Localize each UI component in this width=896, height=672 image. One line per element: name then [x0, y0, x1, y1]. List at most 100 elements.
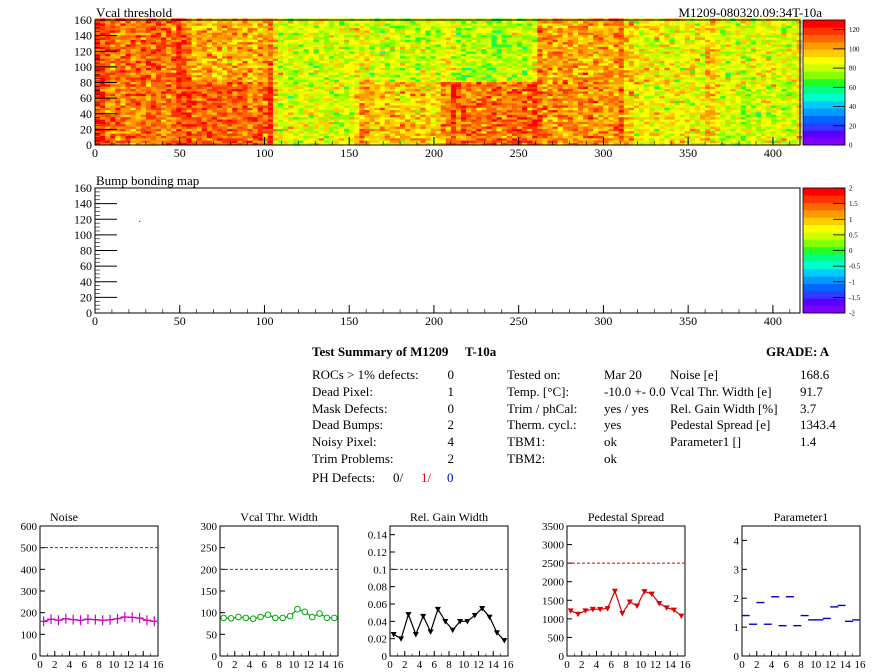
threshold-cell [415, 27, 421, 31]
threshold-cell [272, 74, 279, 78]
threshold-cell [283, 128, 289, 132]
threshold-cell [288, 142, 294, 146]
threshold-cell [150, 32, 157, 36]
threshold-cell [288, 126, 294, 129]
threshold-cell [522, 34, 528, 38]
threshold-cell [262, 133, 269, 136]
threshold-cell [547, 93, 553, 97]
threshold-cell [328, 95, 335, 99]
threshold-cell [166, 23, 172, 26]
threshold-cell [308, 65, 314, 68]
threshold-cell [339, 81, 345, 85]
threshold-cell [283, 114, 289, 118]
threshold-cell [359, 102, 365, 106]
threshold-cell [522, 119, 528, 122]
threshold-cell [145, 107, 152, 111]
threshold-cell [415, 102, 421, 106]
threshold-cell [130, 72, 136, 75]
threshold-cell [156, 67, 162, 71]
threshold-cell [344, 27, 350, 31]
threshold-cell [369, 79, 375, 83]
threshold-cell [217, 70, 223, 73]
threshold-cell [379, 109, 386, 113]
threshold-cell [222, 58, 228, 61]
threshold-cell [303, 62, 309, 66]
threshold-cell [242, 74, 248, 78]
threshold-cell [308, 23, 314, 26]
threshold-cell [466, 133, 472, 136]
threshold-cell [461, 130, 467, 134]
threshold-cell [552, 60, 558, 64]
threshold-cell [257, 86, 264, 90]
threshold-cell [186, 142, 192, 146]
threshold-cell [537, 119, 543, 122]
threshold-cell [450, 74, 457, 78]
threshold-cell [359, 84, 365, 87]
threshold-cell [252, 116, 258, 120]
threshold-cell [298, 72, 304, 75]
threshold-cell [405, 27, 411, 31]
threshold-cell [145, 137, 152, 141]
threshold-cell [196, 121, 203, 125]
threshold-cell [425, 95, 431, 99]
threshold-cell [481, 79, 487, 83]
threshold-cell [201, 128, 208, 132]
threshold-cell [562, 100, 569, 104]
threshold-cell [171, 133, 177, 136]
threshold-cell [420, 84, 426, 87]
threshold-cell [349, 95, 355, 99]
threshold-cell [430, 123, 436, 127]
threshold-cell [481, 135, 487, 139]
threshold-cell [384, 70, 391, 73]
threshold-cell [181, 102, 187, 106]
threshold-cell [227, 109, 233, 113]
threshold-cell [110, 79, 116, 83]
threshold-cell [445, 62, 452, 66]
threshold-cell [201, 112, 208, 115]
threshold-cell [100, 91, 106, 94]
threshold-cell [156, 142, 162, 146]
threshold-cell [471, 140, 477, 143]
threshold-cell [496, 86, 503, 90]
threshold-cell [537, 41, 543, 45]
threshold-cell [522, 79, 528, 83]
threshold-cell [145, 41, 152, 45]
threshold-cell [176, 39, 182, 43]
threshold-cell [267, 70, 274, 73]
threshold-cell [455, 100, 462, 104]
threshold-cell [125, 88, 131, 92]
threshold-cell [145, 95, 152, 99]
threshold-cell [135, 62, 142, 66]
threshold-cell [430, 133, 436, 136]
threshold-cell [435, 137, 442, 141]
threshold-cell [450, 121, 457, 125]
threshold-cell [237, 70, 243, 73]
threshold-cell [232, 107, 238, 111]
threshold-cell [476, 39, 482, 43]
threshold-cell [105, 67, 111, 71]
threshold-cell [527, 91, 533, 94]
threshold-cell [125, 128, 131, 132]
threshold-cell [135, 27, 142, 31]
threshold-cell [227, 32, 233, 36]
threshold-cell [130, 140, 136, 143]
threshold-cell [196, 102, 203, 106]
threshold-cell [471, 55, 477, 59]
threshold-cell [430, 20, 436, 24]
threshold-cell [298, 140, 304, 143]
threshold-cell [227, 119, 233, 122]
threshold-cell [186, 105, 192, 108]
threshold-cell [369, 27, 375, 31]
threshold-cell [532, 32, 538, 36]
threshold-cell [323, 135, 330, 139]
threshold-cell [323, 116, 330, 120]
threshold-cell [532, 44, 538, 47]
threshold-cell [105, 58, 111, 61]
threshold-cell [476, 60, 482, 64]
threshold-cell [339, 60, 345, 64]
threshold-cell [217, 46, 223, 50]
threshold-cell [267, 130, 274, 134]
threshold-cell [537, 39, 543, 43]
threshold-cell [496, 81, 503, 85]
threshold-cell [440, 114, 447, 118]
